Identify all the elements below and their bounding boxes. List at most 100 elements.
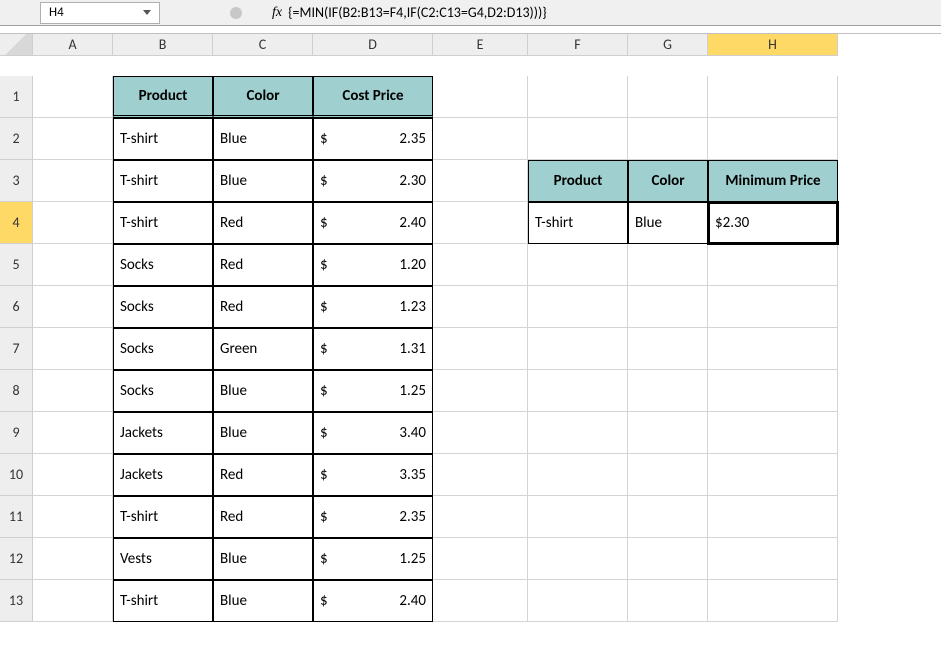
cell-H12[interactable] xyxy=(708,538,838,580)
main-cell-color[interactable]: Blue xyxy=(213,118,313,160)
cell-H11[interactable] xyxy=(708,496,838,538)
col-header-B[interactable]: B xyxy=(113,34,213,56)
fx-label[interactable]: fx xyxy=(272,5,282,21)
main-cell-price[interactable]: $1.25 xyxy=(313,538,433,580)
cell-H5[interactable] xyxy=(708,244,838,286)
cell-G9[interactable] xyxy=(628,412,708,454)
cell-A6[interactable] xyxy=(33,286,113,328)
cell-A11[interactable] xyxy=(33,496,113,538)
row-header-7[interactable]: 7 xyxy=(0,328,33,370)
main-cell-price[interactable]: $2.40 xyxy=(313,202,433,244)
cell-A9[interactable] xyxy=(33,412,113,454)
main-cell-product[interactable]: Socks xyxy=(113,244,213,286)
main-cell-color[interactable]: Red xyxy=(213,454,313,496)
select-all-corner[interactable] xyxy=(0,34,33,56)
cell-A12[interactable] xyxy=(33,538,113,580)
cell-F12[interactable] xyxy=(528,538,628,580)
main-cell-color[interactable]: Red xyxy=(213,244,313,286)
main-cell-price[interactable]: $2.40 xyxy=(313,580,433,622)
main-cell-color[interactable]: Blue xyxy=(213,412,313,454)
cell-E13[interactable] xyxy=(433,580,528,622)
col-header-G[interactable]: G xyxy=(628,34,708,56)
cell-E4[interactable] xyxy=(433,202,528,244)
main-cell-color[interactable]: Blue xyxy=(213,538,313,580)
cell-F7[interactable] xyxy=(528,328,628,370)
cell-E8[interactable] xyxy=(433,370,528,412)
formula-text[interactable]: {=MIN(IF(B2:B13=F4,IF(C2:C13=G4,D2:D13))… xyxy=(288,4,547,21)
main-cell-price[interactable]: $3.40 xyxy=(313,412,433,454)
row-header-11[interactable]: 11 xyxy=(0,496,33,538)
row-header-9[interactable]: 9 xyxy=(0,412,33,454)
main-header-cost[interactable]: Cost Price xyxy=(313,76,433,118)
main-cell-product[interactable]: T-shirt xyxy=(113,118,213,160)
main-cell-color[interactable]: Blue xyxy=(213,370,313,412)
main-cell-price[interactable]: $1.31 xyxy=(313,328,433,370)
row-header-1[interactable]: 1 xyxy=(0,76,33,118)
main-cell-price[interactable]: $2.30 xyxy=(313,160,433,202)
main-cell-product[interactable]: T-shirt xyxy=(113,160,213,202)
col-header-F[interactable]: F xyxy=(528,34,628,56)
col-header-C[interactable]: C xyxy=(213,34,313,56)
main-cell-color[interactable]: Red xyxy=(213,496,313,538)
main-cell-product[interactable]: T-shirt xyxy=(113,580,213,622)
cell-A3[interactable] xyxy=(33,160,113,202)
main-cell-price[interactable]: $2.35 xyxy=(313,118,433,160)
main-cell-color[interactable]: Blue xyxy=(213,580,313,622)
cell-A5[interactable] xyxy=(33,244,113,286)
name-box[interactable]: H4 xyxy=(40,2,160,24)
cell-E1[interactable] xyxy=(433,76,528,118)
cell-E3[interactable] xyxy=(433,160,528,202)
cell-F11[interactable] xyxy=(528,496,628,538)
cell-H7[interactable] xyxy=(708,328,838,370)
main-cell-product[interactable]: Socks xyxy=(113,286,213,328)
cell-G1[interactable] xyxy=(628,76,708,118)
cell-F13[interactable] xyxy=(528,580,628,622)
main-cell-price[interactable]: $1.25 xyxy=(313,370,433,412)
main-cell-product[interactable]: Socks xyxy=(113,370,213,412)
main-header-product[interactable]: Product xyxy=(113,76,213,118)
main-cell-product[interactable]: Socks xyxy=(113,328,213,370)
cell-G13[interactable] xyxy=(628,580,708,622)
row-header-13[interactable]: 13 xyxy=(0,580,33,622)
cell-F9[interactable] xyxy=(528,412,628,454)
mini-header-color[interactable]: Color xyxy=(628,160,708,202)
main-cell-color[interactable]: Green xyxy=(213,328,313,370)
cell-A2[interactable] xyxy=(33,118,113,160)
main-cell-color[interactable]: Red xyxy=(213,202,313,244)
cell-H1[interactable] xyxy=(708,76,838,118)
main-cell-product[interactable]: Jackets xyxy=(113,412,213,454)
cell-H8[interactable] xyxy=(708,370,838,412)
cell-H10[interactable] xyxy=(708,454,838,496)
cell-G8[interactable] xyxy=(628,370,708,412)
cell-E6[interactable] xyxy=(433,286,528,328)
mini-cell-color[interactable]: Blue xyxy=(628,202,708,244)
cell-A7[interactable] xyxy=(33,328,113,370)
row-header-2[interactable]: 2 xyxy=(0,118,33,160)
cell-F6[interactable] xyxy=(528,286,628,328)
cell-H13[interactable] xyxy=(708,580,838,622)
cell-H6[interactable] xyxy=(708,286,838,328)
cell-E10[interactable] xyxy=(433,454,528,496)
cell-A10[interactable] xyxy=(33,454,113,496)
cell-G10[interactable] xyxy=(628,454,708,496)
main-header-color[interactable]: Color xyxy=(213,76,313,118)
cell-E5[interactable] xyxy=(433,244,528,286)
cell-H9[interactable] xyxy=(708,412,838,454)
row-header-12[interactable]: 12 xyxy=(0,538,33,580)
row-header-8[interactable]: 8 xyxy=(0,370,33,412)
col-header-H[interactable]: H xyxy=(708,34,838,56)
cell-H2[interactable] xyxy=(708,118,838,160)
mini-header-min[interactable]: Minimum Price xyxy=(708,160,838,202)
main-cell-product[interactable]: T-shirt xyxy=(113,202,213,244)
main-cell-price[interactable]: $2.35 xyxy=(313,496,433,538)
main-cell-price[interactable]: $3.35 xyxy=(313,454,433,496)
row-header-4[interactable]: 4 xyxy=(0,202,33,244)
cell-E9[interactable] xyxy=(433,412,528,454)
mini-cell-product[interactable]: T-shirt xyxy=(528,202,628,244)
cell-G5[interactable] xyxy=(628,244,708,286)
cell-F1[interactable] xyxy=(528,76,628,118)
cell-A13[interactable] xyxy=(33,580,113,622)
col-header-A[interactable]: A xyxy=(33,34,113,56)
cell-G12[interactable] xyxy=(628,538,708,580)
cell-A1[interactable] xyxy=(33,76,113,118)
